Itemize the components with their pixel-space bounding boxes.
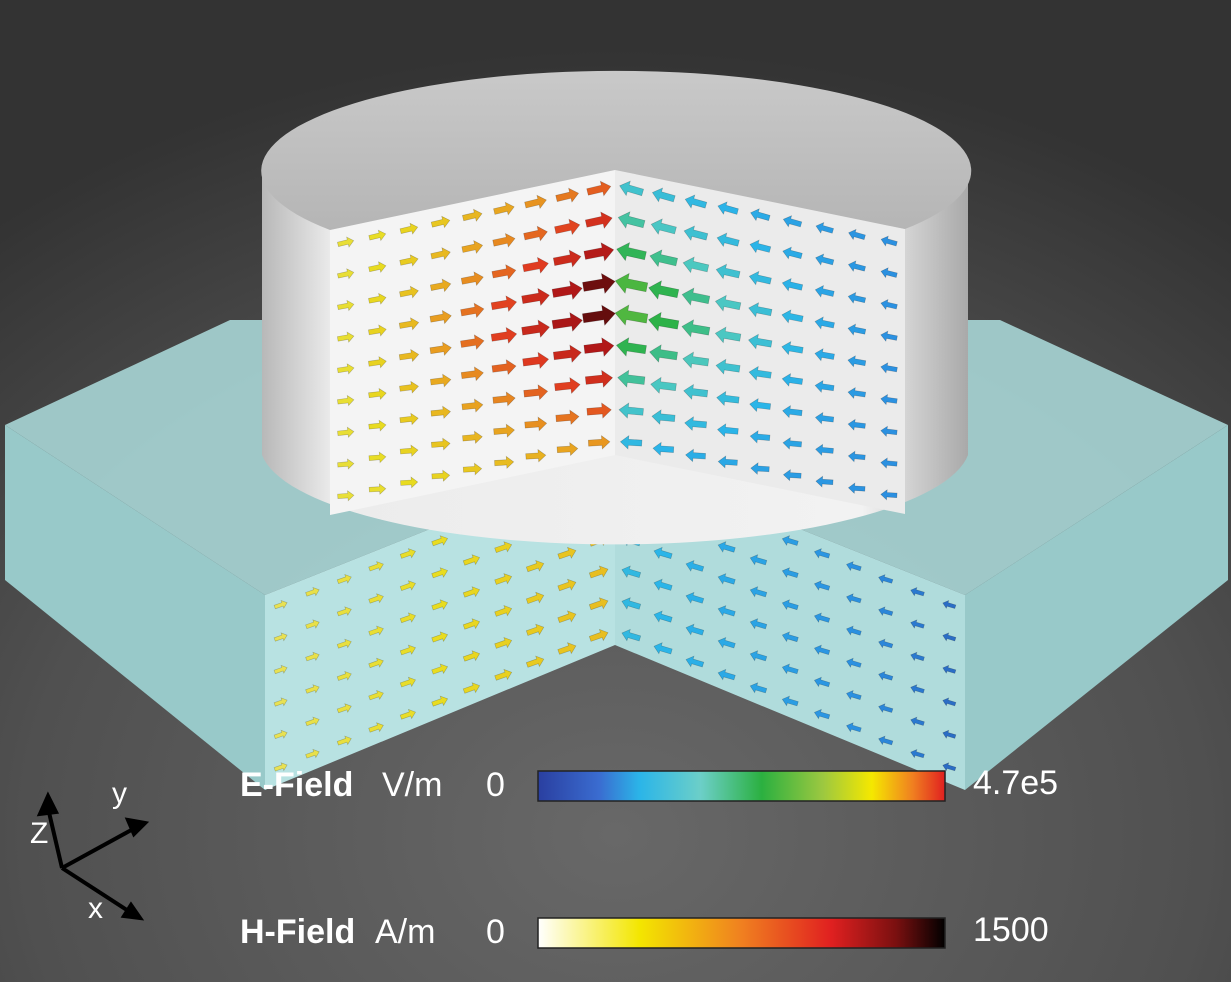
- z-label: Z: [30, 817, 48, 850]
- legend-unit: A/m: [375, 913, 435, 951]
- legend-name: E-Field: [240, 766, 353, 804]
- scene: Z y x E-Field V/m 0 4.7e5 H-Field A/m 0 …: [0, 0, 1231, 982]
- h-colorbar: [538, 918, 945, 948]
- legend-unit: V/m: [382, 766, 442, 804]
- legend-max: 4.7e5: [973, 764, 1058, 802]
- legend-min: 0: [486, 766, 505, 804]
- legend-name: H-Field: [240, 913, 355, 951]
- e-colorbar: [538, 771, 945, 801]
- y-label: y: [112, 777, 127, 810]
- x-label: x: [88, 892, 103, 925]
- legend-min: 0: [486, 913, 505, 951]
- legend-max: 1500: [973, 911, 1049, 949]
